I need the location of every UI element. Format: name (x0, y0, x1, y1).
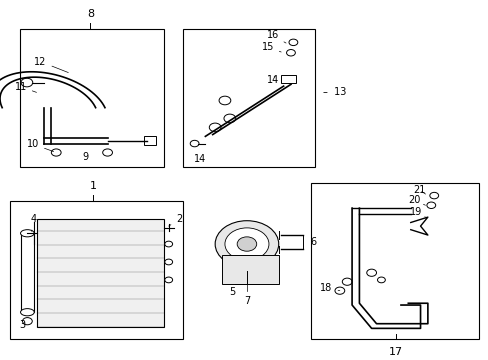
Text: –  13: – 13 (322, 86, 346, 96)
Circle shape (342, 278, 351, 285)
Circle shape (224, 114, 235, 123)
Circle shape (102, 149, 112, 156)
Text: 16: 16 (266, 30, 285, 43)
Ellipse shape (20, 309, 34, 316)
Text: 4: 4 (30, 215, 37, 231)
Text: 17: 17 (388, 347, 402, 357)
Text: 10: 10 (27, 139, 54, 152)
Bar (222, 255, 278, 284)
Bar (37, 219, 163, 327)
Text: 20: 20 (407, 195, 425, 205)
Text: 2: 2 (168, 215, 182, 226)
Text: 18: 18 (320, 283, 339, 293)
Circle shape (224, 228, 268, 260)
Circle shape (22, 318, 32, 325)
Text: 11: 11 (15, 82, 37, 93)
Circle shape (209, 123, 221, 132)
Text: 12: 12 (34, 57, 68, 73)
Circle shape (215, 221, 278, 267)
Text: 8: 8 (87, 9, 94, 19)
Text: 1: 1 (89, 181, 96, 191)
Bar (20, 29, 163, 167)
Bar (20, 233, 34, 312)
Text: 15: 15 (261, 41, 281, 52)
Circle shape (334, 287, 344, 294)
Bar (10, 201, 183, 339)
Text: 19: 19 (409, 207, 425, 217)
Circle shape (51, 149, 61, 156)
Text: 7: 7 (244, 296, 249, 306)
Circle shape (164, 241, 172, 247)
Circle shape (21, 78, 33, 87)
Circle shape (288, 39, 297, 46)
Circle shape (219, 96, 230, 105)
Circle shape (237, 237, 256, 251)
Bar (183, 29, 315, 167)
Circle shape (377, 277, 385, 283)
Circle shape (164, 277, 172, 283)
Circle shape (426, 202, 435, 208)
Ellipse shape (20, 230, 34, 237)
Text: 3: 3 (20, 320, 26, 330)
Circle shape (164, 259, 172, 265)
Text: 5: 5 (229, 287, 235, 297)
Text: 6: 6 (310, 237, 316, 247)
Circle shape (286, 50, 295, 56)
Text: 14: 14 (194, 154, 206, 164)
Bar (144, 136, 156, 145)
Bar (281, 75, 295, 82)
Circle shape (190, 140, 199, 147)
Text: 21: 21 (412, 185, 425, 195)
Circle shape (366, 269, 376, 276)
Bar (310, 183, 478, 339)
Circle shape (429, 192, 438, 199)
Text: 9: 9 (82, 152, 88, 162)
Text: 14: 14 (266, 75, 278, 85)
